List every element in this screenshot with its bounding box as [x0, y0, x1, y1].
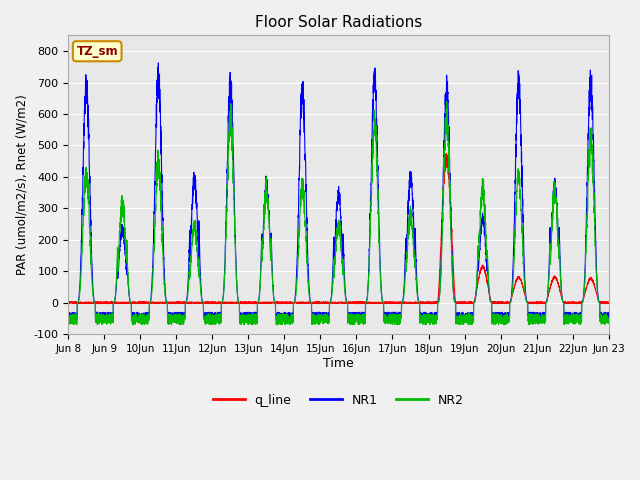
NR1	[605, 310, 612, 315]
NR1	[430, 313, 438, 319]
Line: NR2: NR2	[68, 101, 609, 325]
NR2	[605, 318, 612, 324]
q_line	[319, 300, 326, 306]
NR2	[490, 317, 498, 323]
Legend: q_line, NR1, NR2: q_line, NR1, NR2	[209, 389, 468, 411]
NR1	[490, 314, 498, 320]
NR1	[460, 315, 467, 321]
q_line	[605, 300, 612, 306]
q_line	[162, 300, 170, 306]
NR1	[65, 310, 72, 315]
q_line	[460, 300, 467, 306]
NR1	[604, 312, 612, 318]
NR1	[162, 293, 170, 299]
q_line	[490, 300, 498, 306]
NR2	[318, 315, 326, 321]
q_line	[65, 300, 72, 306]
NR1	[145, 315, 152, 321]
Title: Floor Solar Radiations: Floor Solar Radiations	[255, 15, 422, 30]
NR2	[460, 318, 467, 324]
X-axis label: Time: Time	[323, 357, 354, 370]
Line: NR1: NR1	[68, 63, 609, 318]
NR2	[161, 295, 169, 300]
Line: q_line: q_line	[68, 154, 609, 304]
NR2	[604, 321, 612, 326]
NR2	[429, 314, 437, 320]
q_line	[429, 300, 437, 306]
q_line	[443, 151, 451, 156]
NR2	[443, 98, 451, 104]
Text: TZ_sm: TZ_sm	[76, 45, 118, 58]
NR2	[65, 318, 72, 324]
q_line	[72, 301, 79, 307]
NR2	[501, 322, 509, 328]
Y-axis label: PAR (umol/m2/s), Rnet (W/m2): PAR (umol/m2/s), Rnet (W/m2)	[15, 95, 28, 275]
NR1	[319, 313, 326, 319]
q_line	[604, 300, 612, 306]
NR1	[154, 60, 162, 66]
